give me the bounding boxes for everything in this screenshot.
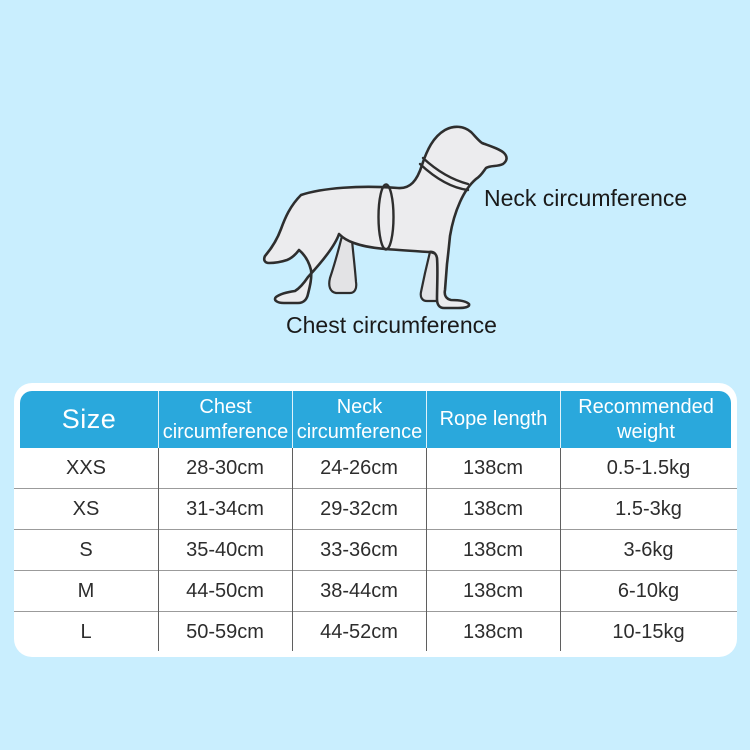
cell-chest: 28-30cm (186, 456, 264, 479)
cell-size: XS (72, 497, 100, 520)
cell-neck: 44-52cm (320, 620, 398, 643)
table-row-m: M 44-50cm 38-44cm 138cm 6-10kg (14, 570, 737, 611)
neck-circumference-label: Neck circumference (484, 185, 688, 211)
cell-neck: 33-36cm (320, 538, 398, 561)
cell-size: M (77, 579, 95, 602)
table-body: XXS 28-30cm 24-26cm 138cm 0.5-1.5kg XS 3… (14, 448, 737, 652)
cell-size: L (80, 620, 92, 643)
cell-size: XXS (65, 456, 107, 479)
cell-rope: 138cm (462, 497, 524, 520)
size-chart-card: Size Chest circumference Neck circumferenc… (14, 383, 737, 657)
chest-circumference-label: Chest circumference (286, 312, 497, 338)
column-divider (292, 448, 293, 651)
cell-size: S (79, 538, 93, 561)
neck-strap-line (421, 156, 470, 186)
table-row-s: S 35-40cm 33-36cm 138cm 3-6kg (14, 529, 737, 570)
cell-weight: 0.5-1.5kg (606, 456, 691, 479)
chest-strap-line (377, 183, 395, 251)
cell-rope: 138cm (462, 456, 524, 479)
cell-rope: 138cm (462, 538, 524, 561)
cell-chest: 35-40cm (186, 538, 264, 561)
column-header-size: Size (61, 403, 117, 434)
cell-chest: 31-34cm (186, 497, 264, 520)
table-row-l: L 50-59cm 44-52cm 138cm 10-15kg (14, 611, 737, 652)
cell-rope: 138cm (462, 620, 524, 643)
table-header-row: Size Chest circumference Neck circumferenc… (20, 391, 731, 448)
cell-rope: 138cm (462, 579, 524, 602)
cell-neck: 24-26cm (320, 456, 398, 479)
cell-weight: 6-10kg (617, 579, 680, 602)
cell-neck: 29-32cm (320, 497, 398, 520)
table-row-xxs: XXS 28-30cm 24-26cm 138cm 0.5-1.5kg (14, 448, 737, 488)
dog-body-silhouette (262, 125, 508, 310)
cell-weight: 3-6kg (623, 538, 674, 561)
neck-strap-line-lower (418, 162, 470, 192)
cell-chest: 50-59cm (186, 620, 264, 643)
column-divider (426, 448, 427, 651)
cell-chest: 44-50cm (186, 579, 264, 602)
column-divider (560, 448, 561, 651)
cell-weight: 1.5-3kg (615, 497, 682, 520)
column-header-chest-circumference: Chest circumference (158, 391, 292, 448)
table-row-xs: XS 31-34cm 29-32cm 138cm 1.5-3kg (14, 488, 737, 529)
column-header-neck-circumference: Neck circumference (292, 391, 426, 448)
column-header-rope-length: Rope length (426, 391, 560, 448)
column-divider (158, 448, 159, 651)
cell-weight: 10-15kg (612, 620, 685, 643)
cell-neck: 38-44cm (320, 579, 398, 602)
dog-illustration (262, 125, 508, 310)
dog-far-hind-leg (328, 234, 358, 295)
column-header-recommended-weight: Recommended weight (560, 391, 731, 448)
